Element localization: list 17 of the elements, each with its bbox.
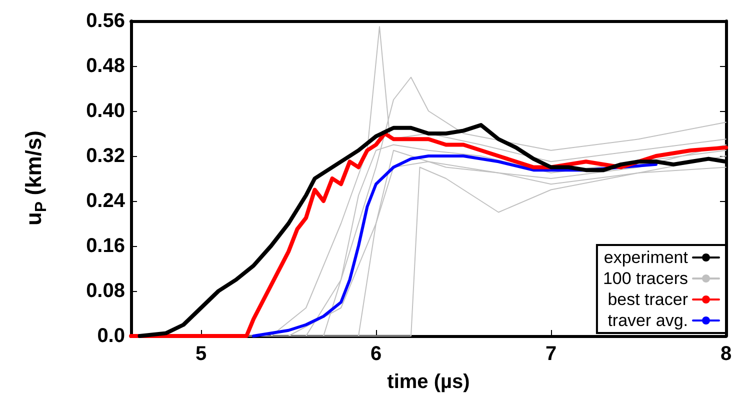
legend-label: traver avg. bbox=[608, 311, 688, 330]
x-axis-title: time (µs) bbox=[387, 371, 470, 393]
x-tick-label: 8 bbox=[720, 343, 732, 365]
legend-label: experiment bbox=[604, 248, 688, 267]
legend-label: best tracer bbox=[608, 290, 688, 309]
y-tick-label: 0.08 bbox=[86, 280, 125, 302]
y-tick-label: 0.24 bbox=[86, 190, 126, 212]
y-tick-label: 0.56 bbox=[86, 10, 125, 32]
x-tick-label: 5 bbox=[195, 343, 207, 365]
y-tick-label: 0.32 bbox=[86, 145, 125, 167]
y-tick-label: 0.16 bbox=[86, 235, 125, 257]
y-tick-label: 0.40 bbox=[86, 100, 125, 122]
y-tick-label: 0.0 bbox=[97, 325, 125, 347]
x-tick-label: 7 bbox=[545, 343, 557, 365]
y-tick-label: 0.48 bbox=[86, 55, 125, 77]
x-tick-label: 6 bbox=[370, 343, 382, 365]
legend-label: 100 tracers bbox=[602, 269, 688, 288]
